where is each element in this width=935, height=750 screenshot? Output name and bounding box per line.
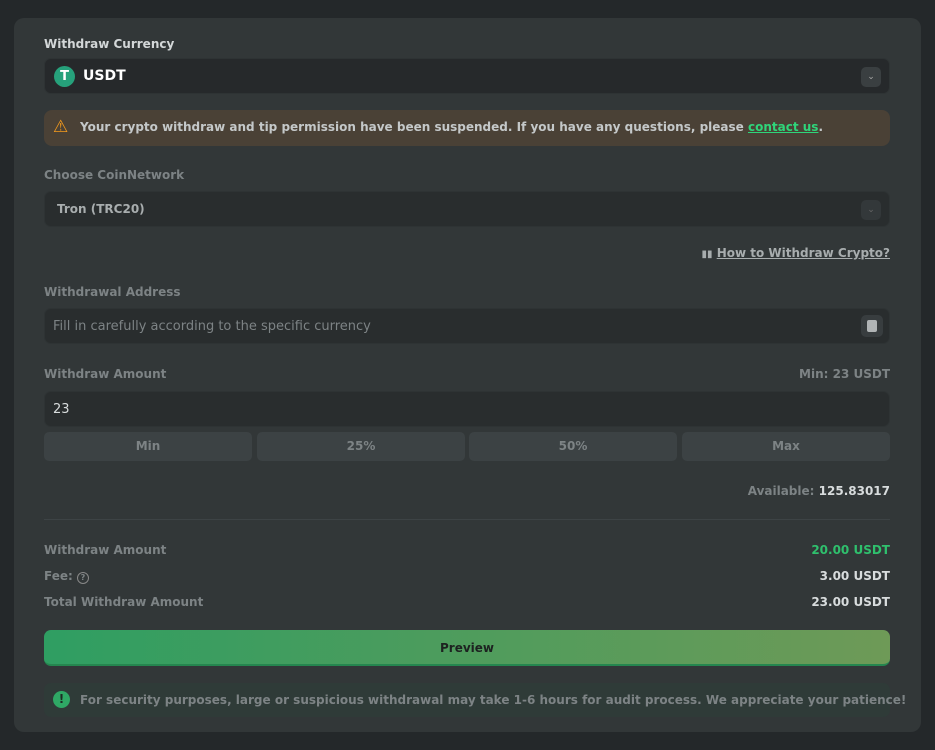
min-amount: Min: 23 USDT — [799, 367, 890, 381]
info-exclamation-icon: ! — [53, 691, 70, 708]
amount-label: Withdraw Amount — [44, 367, 167, 381]
notice-text: For security purposes, large or suspicio… — [80, 693, 907, 707]
help-circle-icon[interactable]: ? — [76, 572, 89, 584]
currency-label: Withdraw Currency — [44, 37, 175, 51]
max-button[interactable]: Max — [682, 432, 890, 461]
warning-text: Your crypto withdraw and tip permission … — [80, 120, 748, 134]
address-placeholder: Fill in carefully according to the speci… — [53, 319, 371, 334]
network-label: Choose CoinNetwork — [44, 168, 185, 182]
preview-button[interactable]: Preview — [44, 630, 890, 666]
summary-total: Total Withdraw Amount 23.00 USDT — [44, 595, 890, 609]
address-label: Withdrawal Address — [44, 285, 181, 299]
warning-end: . — [818, 120, 824, 134]
address-input[interactable]: Fill in carefully according to the speci… — [44, 308, 890, 344]
currency-value: USDT — [83, 68, 126, 84]
help-link-text: How to Withdraw Crypto? — [716, 246, 890, 260]
contact-us-link[interactable]: contact us — [748, 120, 819, 134]
available-balance: Available: 125.83017 — [748, 484, 890, 498]
min-button[interactable]: Min — [44, 432, 252, 461]
security-notice: ! For security purposes, large or suspic… — [44, 683, 906, 717]
suspension-warning: ⚠ Your crypto withdraw and tip permissio… — [44, 110, 890, 146]
divider — [44, 519, 890, 520]
summary-value: 3.00 USDT — [819, 569, 890, 583]
summary-withdraw-amount: Withdraw Amount 20.00 USDT — [44, 543, 890, 557]
summary-value: 20.00 USDT — [811, 543, 890, 557]
how-to-withdraw-link[interactable]: ▮▮ How to Withdraw Crypto? — [702, 246, 891, 260]
25-percent-button[interactable]: 25% — [257, 432, 465, 461]
network-value: Tron (TRC20) — [57, 202, 145, 216]
network-select[interactable]: Tron (TRC20) ⌄ — [44, 191, 890, 227]
summary-label: Withdraw Amount — [44, 543, 167, 557]
available-value: 125.83017 — [818, 484, 890, 498]
available-label: Available: — [747, 484, 815, 498]
tether-icon: T — [54, 66, 75, 87]
book-icon: ▮▮ — [701, 249, 713, 260]
summary-label: Fee: — [44, 569, 73, 583]
50-percent-button[interactable]: 50% — [469, 432, 677, 461]
withdraw-card: Withdraw Currency T USDT ⌄ ⚠ Your crypto… — [14, 18, 921, 732]
amount-value: 23 — [53, 402, 70, 417]
amount-input[interactable]: 23 — [44, 391, 890, 427]
chevron-down-icon[interactable]: ⌄ — [861, 200, 881, 220]
warning-icon: ⚠ — [53, 117, 69, 137]
chevron-down-icon[interactable]: ⌄ — [861, 67, 881, 87]
address-book-icon[interactable] — [861, 315, 883, 337]
summary-fee: Fee: ? 3.00 USDT — [44, 569, 890, 584]
currency-select[interactable]: T USDT ⌄ — [44, 58, 890, 94]
summary-value: 23.00 USDT — [811, 595, 890, 609]
summary-label: Total Withdraw Amount — [44, 595, 204, 609]
